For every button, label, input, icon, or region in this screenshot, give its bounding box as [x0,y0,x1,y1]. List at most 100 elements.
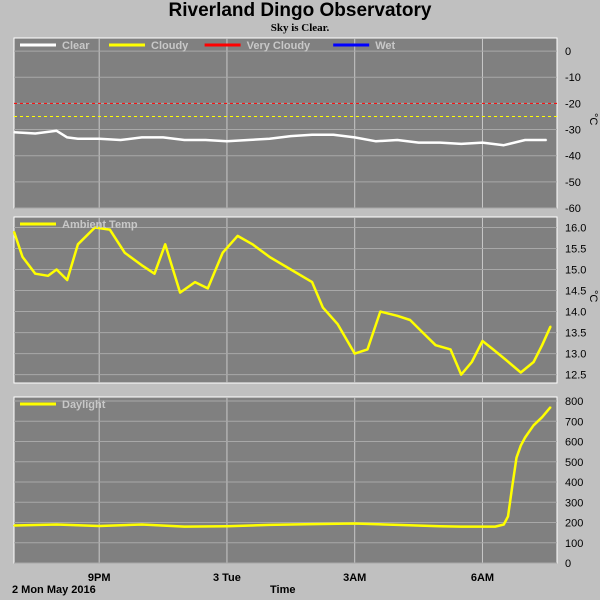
data-point [183,139,186,141]
data-point [153,272,156,275]
y-tick-label: 15.5 [565,244,586,256]
y-tick-label: 300 [565,497,583,509]
data-point [505,359,507,361]
chart-title: Riverland Dingo Observatory [168,0,432,21]
data-point [221,251,224,254]
y-tick-label: 800 [565,396,583,408]
x-tick-label: 3 Tue [213,572,241,584]
data-point [311,133,313,136]
y-tick-label: 12.5 [565,370,586,382]
data-point [532,361,535,363]
data-point [375,140,377,143]
y-tick-label: 700 [565,416,583,428]
data-point [21,256,24,258]
y-tick-label: -40 [565,151,581,163]
legend-label: Ambient Temp [62,219,138,231]
y-tick-label: 500 [565,457,583,469]
data-point [55,523,58,526]
data-point [55,268,58,271]
data-point [77,137,79,140]
legend-label: Very Cloudy [247,40,311,52]
x-axis-label: Time [270,584,296,596]
y-tick-label: 600 [565,437,583,449]
y-unit-label: °C [587,113,599,125]
plot-area [13,396,558,564]
data-point [515,456,518,459]
data-point [123,251,126,254]
legend-label: Daylight [62,399,106,411]
y-tick-label: -50 [565,177,581,189]
data-point [520,371,522,374]
y-unit-label: °C [587,290,599,302]
data-point [311,523,313,525]
data-point [353,522,356,525]
data-point [236,235,239,237]
data-point [119,139,122,141]
data-point [494,525,497,528]
data-point [247,139,250,141]
data-point [532,424,535,427]
y-tick-label: 0 [565,46,571,58]
data-point [507,515,509,518]
data-point [183,525,186,528]
y-tick-label: 400 [565,477,583,489]
data-point [353,136,356,139]
plot-area [13,216,558,384]
data-point [502,144,505,147]
data-point [226,525,228,527]
y-tick-label: -20 [565,98,581,110]
data-point [226,140,228,143]
panel-sky: 0 -10 -20 -30 -40 -50 -60 °C Clear Cloudy Very Clo… [13,37,599,215]
data-point [194,281,196,283]
data-point [13,524,15,527]
data-point [511,485,514,487]
legend-label: Clear [62,40,90,52]
data-point [321,306,324,309]
data-point [545,139,548,141]
data-point [332,133,335,136]
data-point [268,137,271,140]
data-point [549,325,552,328]
panel-daylight: 800 700 600 500 400 300 200 100 0 Daylight [13,396,583,570]
data-point [140,264,143,267]
panel-ambient: 16.0 15.5 15.0 14.5 14.0 13.5 13.0 12.5 °C Ambien… [12,216,599,384]
data-point [290,135,292,137]
data-point [66,136,69,139]
x-tick-label: 3AM [343,572,366,584]
data-point [353,352,356,355]
data-point [396,314,399,317]
data-point [481,340,484,342]
data-point [524,436,526,439]
data-point [162,136,164,139]
data-point [481,525,484,528]
data-point [520,444,522,447]
y-tick-label: -30 [565,125,581,137]
data-point [77,243,79,246]
data-point [13,131,15,133]
data-point [140,136,143,139]
data-point [268,524,271,526]
data-point [396,524,399,526]
data-point [422,331,424,334]
series-line [13,406,552,528]
data-point [409,319,411,321]
data-point [434,344,437,346]
legend-label: Cloudy [151,40,189,52]
chart-subtitle: Sky is Clear. [270,22,330,34]
plot-area [13,37,558,209]
y-tick-label: 100 [565,538,583,550]
data-point [47,275,49,277]
x-tick-label: 6AM [471,572,494,584]
y-tick-label: 200 [565,518,583,530]
data-point [98,525,100,527]
data-point [204,139,207,141]
y-tick-label: 15.0 [565,265,586,277]
data-point [251,243,254,246]
data-point [98,137,100,140]
data-point [34,272,37,275]
data-point [396,139,399,141]
data-point [109,228,111,231]
y-tick-label: 0 [565,558,571,570]
date-label: 2 Mon May 2016 [12,584,96,596]
